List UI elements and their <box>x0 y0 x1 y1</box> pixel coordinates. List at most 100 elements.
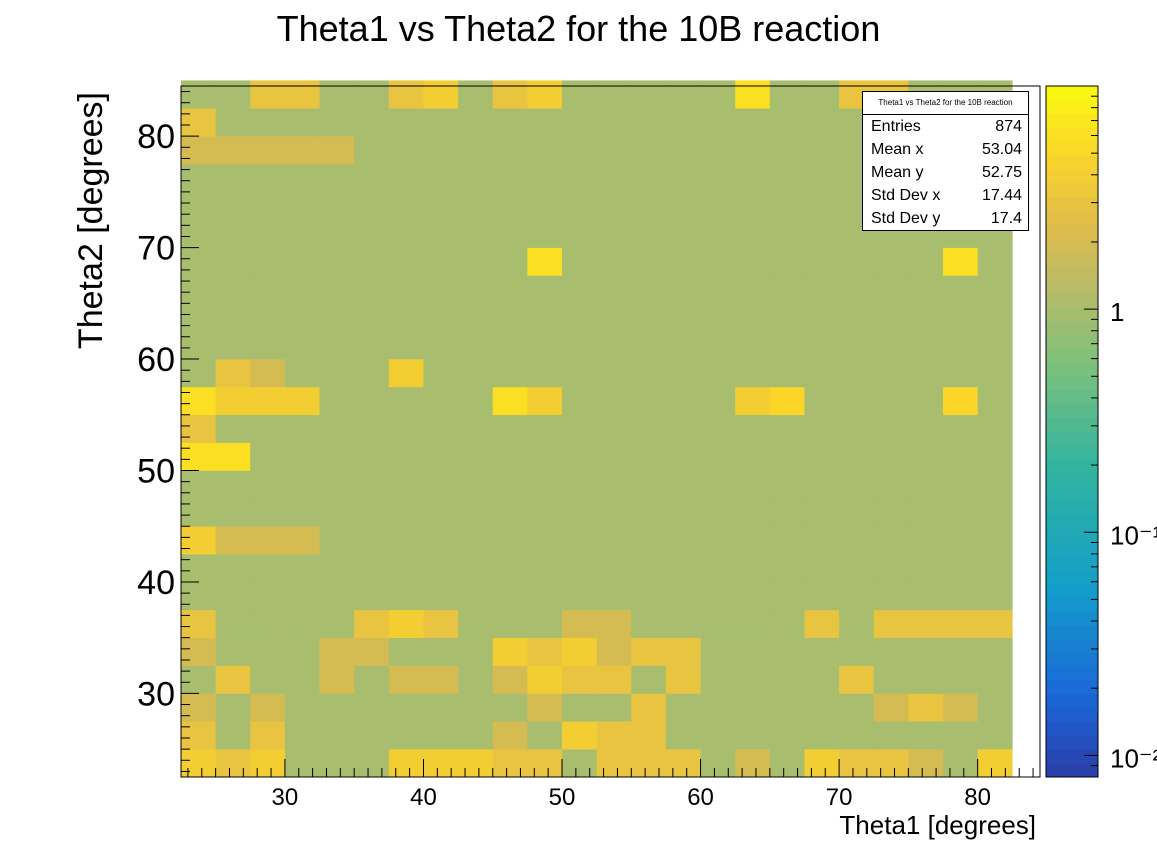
heatmap-cell <box>527 665 563 694</box>
heatmap-cell <box>735 554 771 583</box>
heatmap-cell <box>665 359 701 388</box>
heatmap-cell <box>804 247 840 276</box>
heatmap-cell <box>250 136 286 165</box>
heatmap-cell <box>388 498 424 527</box>
heatmap-cell <box>735 749 771 778</box>
heatmap-cell <box>665 749 701 778</box>
heatmap-cell <box>977 275 1013 304</box>
heatmap-cell <box>319 136 355 165</box>
heatmap-cell <box>596 526 632 555</box>
heatmap-cell <box>908 414 944 443</box>
heatmap-cell <box>977 247 1013 276</box>
heatmap-cell <box>492 637 528 666</box>
heatmap-cell <box>423 749 459 778</box>
palette-segment <box>1046 542 1098 557</box>
heatmap-cell <box>665 386 701 416</box>
heatmap-cell <box>492 275 528 304</box>
palette-segment <box>1046 210 1098 225</box>
heatmap-cell <box>423 191 459 221</box>
heatmap-cell <box>596 442 632 471</box>
heatmap-cell <box>388 637 424 666</box>
heatmap-cell <box>908 665 944 694</box>
heatmap-cell <box>562 554 597 583</box>
heatmap-cell <box>735 386 771 416</box>
heatmap-cell <box>700 386 736 416</box>
heatmap-cell <box>908 331 944 360</box>
y-tick-label: 50 <box>137 453 175 491</box>
heatmap-cell <box>181 442 216 471</box>
heatmap-cell <box>181 219 216 248</box>
heatmap-cell <box>631 414 667 443</box>
heatmap-cell <box>804 470 840 499</box>
heatmap-cell <box>319 637 355 666</box>
heatmap-cell <box>562 470 597 499</box>
palette-segment <box>1046 376 1098 391</box>
palette-segment <box>1046 431 1098 446</box>
heatmap-cell <box>839 414 875 443</box>
palette-segment <box>1046 459 1098 474</box>
heatmap-cell <box>735 526 771 555</box>
heatmap-cell <box>492 581 528 611</box>
heatmap-cell <box>665 554 701 583</box>
heatmap-cell <box>527 331 563 360</box>
y-axis-label: Theta2 [degrees] <box>72 92 110 349</box>
palette-segment <box>1046 141 1098 156</box>
heatmap-cell <box>215 247 251 276</box>
heatmap-cell <box>215 442 251 471</box>
heatmap-cell <box>908 526 944 555</box>
heatmap-cell <box>388 108 424 137</box>
heatmap-cell <box>631 108 667 137</box>
heatmap-cell <box>735 665 771 694</box>
heatmap-cell <box>769 191 805 221</box>
heatmap-cell <box>284 442 320 471</box>
heatmap-cell <box>388 303 424 332</box>
heatmap-cell <box>977 609 1013 638</box>
heatmap-cell <box>562 219 597 248</box>
stats-title: Theta1 vs Theta2 for the 10B reaction <box>863 92 1028 115</box>
heatmap-cell <box>596 637 632 666</box>
heatmap-cell <box>873 581 909 611</box>
heatmap-cell <box>181 247 216 276</box>
heatmap-cell <box>284 108 320 137</box>
heatmap-cell <box>769 581 805 611</box>
heatmap-cell <box>354 609 390 638</box>
heatmap-cell <box>596 386 632 416</box>
heatmap-cell <box>527 108 563 137</box>
heatmap-cell <box>665 136 701 165</box>
heatmap-cell <box>700 498 736 527</box>
heatmap-cell <box>665 581 701 611</box>
heatmap-cell <box>423 665 459 694</box>
heatmap-cell <box>943 386 978 416</box>
palette-segment <box>1046 680 1098 695</box>
heatmap-cell <box>492 665 528 694</box>
heatmap-cell <box>215 637 251 666</box>
heatmap-cell <box>562 581 597 611</box>
palette-segment <box>1046 514 1098 529</box>
heatmap-cell <box>458 414 494 443</box>
heatmap-cell <box>977 749 1013 778</box>
heatmap-cell <box>908 693 944 722</box>
heatmap-cell <box>527 609 563 638</box>
heatmap-cell <box>250 693 286 722</box>
heatmap-cell <box>804 665 840 694</box>
palette-segment <box>1046 597 1098 612</box>
palette-segment <box>1046 196 1098 211</box>
heatmap-cell <box>943 247 978 276</box>
heatmap-cell <box>562 359 597 388</box>
heatmap-cell <box>873 359 909 388</box>
heatmap-cell <box>215 331 251 360</box>
heatmap-cell <box>458 359 494 388</box>
heatmap-cell <box>250 414 286 443</box>
palette-segment <box>1046 362 1098 377</box>
heatmap-cell <box>527 219 563 248</box>
heatmap-cell <box>388 581 424 611</box>
heatmap-cell <box>839 637 875 666</box>
palette-segment <box>1046 694 1098 709</box>
heatmap-cell <box>700 470 736 499</box>
heatmap-cell <box>284 581 320 611</box>
heatmap-cell <box>492 386 528 416</box>
heatmap-cell <box>250 498 286 527</box>
heatmap-cell <box>423 693 459 722</box>
heatmap-cell <box>319 80 355 109</box>
heatmap-cell <box>388 609 424 638</box>
